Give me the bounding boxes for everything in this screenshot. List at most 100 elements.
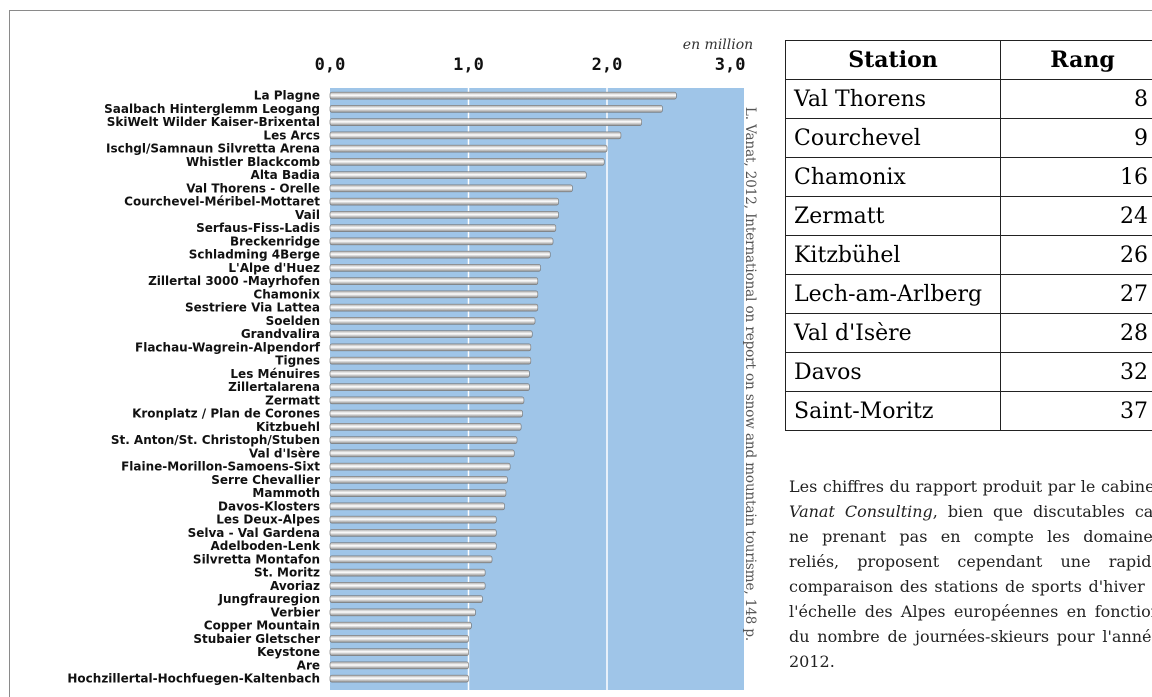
caption-firm-name: Vanat Consulting — [789, 502, 933, 521]
bar — [329, 370, 530, 378]
category-label: L'Alpe d'Huez — [228, 261, 320, 275]
category-label: Alta Badia — [251, 168, 320, 182]
bar — [329, 277, 539, 285]
category-label: Silvretta Montafon — [193, 552, 320, 566]
bar — [329, 582, 486, 590]
category-label: St. Moritz — [254, 566, 320, 580]
bar — [329, 449, 515, 458]
category-label: Keystone — [257, 645, 320, 659]
category-label: Courchevel-Méribel-Mottaret — [124, 195, 320, 209]
category-label: Les Deux-Alpes — [216, 513, 320, 527]
ski-station-bar-chart: en million 0,0 1,0 2,0 3,0 La PlagneSaalbac… — [67, 37, 753, 690]
category-label: Schladming 4Berge — [189, 248, 320, 262]
station-cell: Zermatt — [785, 196, 1001, 236]
rank-cell: 8 — [1000, 79, 1152, 119]
category-label: Ischgl/Samnaun Silvretta Arena — [106, 142, 320, 156]
category-label: La Plagne — [254, 89, 320, 103]
station-cell: Davos — [785, 352, 1001, 392]
table-row: Kitzbühel 26 — [785, 235, 1152, 275]
bar — [329, 356, 532, 365]
bar — [329, 184, 573, 193]
category-label: Zillertalarena — [228, 380, 320, 394]
bar — [329, 144, 608, 153]
table-row: Val Thorens 8 — [785, 79, 1152, 119]
bar — [329, 542, 497, 550]
category-label: Breckenridge — [230, 234, 320, 248]
caption-text-start: Les chiffres du rapport produit par le c… — [789, 477, 1152, 496]
station-cell: Val d'Isère — [785, 313, 1001, 353]
rank-cell: 24 — [1000, 196, 1152, 236]
category-label: Tignes — [275, 354, 320, 368]
bar — [329, 555, 493, 564]
bar — [329, 197, 559, 206]
station-rank-table: Station Rang Val Thorens 8 Courchevel 9 Ch… — [785, 40, 1152, 431]
category-label: Saalbach Hinterglemm Leogang — [104, 102, 320, 116]
bar — [329, 303, 539, 312]
bar — [329, 608, 476, 617]
bar — [329, 250, 551, 259]
bar — [329, 343, 532, 352]
category-label: Whistler Blackcomb — [186, 155, 320, 169]
bar — [329, 502, 505, 511]
station-cell: Courchevel — [785, 118, 1001, 158]
category-label: Flachau-Wagrein-Alpendorf — [135, 340, 321, 354]
category-label: SkiWelt Wilder Kaiser-Brixental — [107, 115, 320, 129]
bar — [329, 621, 472, 630]
category-label: Vail — [295, 208, 320, 222]
bar — [329, 648, 469, 656]
source-credit: L. Vanat, 2012, International on report … — [735, 62, 765, 687]
table-row: Courchevel 9 — [785, 118, 1152, 158]
bar — [329, 317, 536, 325]
station-cell: Val Thorens — [785, 79, 1001, 119]
category-label: Verbier — [271, 605, 321, 619]
category-label: Zillertal 3000 -Mayrhofen — [148, 274, 320, 288]
bar — [329, 290, 539, 299]
bar — [329, 529, 497, 537]
header-rank: Rang — [1000, 40, 1152, 80]
category-label: Val Thorens - Orelle — [186, 181, 320, 195]
bar — [329, 383, 530, 391]
bar — [329, 224, 557, 232]
bar — [329, 131, 622, 140]
x-tick-label: 3,0 — [715, 55, 746, 75]
category-label: Avoriaz — [270, 579, 320, 593]
category-label: Hochzillertal-Hochfuegen-Kaltenbach — [67, 672, 320, 686]
table-row: Val d'Isère 28 — [785, 313, 1152, 353]
bar — [329, 515, 497, 524]
category-label: Val d'Isère — [249, 446, 320, 460]
bar — [329, 237, 554, 246]
category-label: Mammoth — [252, 486, 320, 500]
rank-cell: 37 — [1000, 391, 1152, 431]
category-label: Grandvalira — [241, 327, 320, 341]
figure-frame — [9, 10, 1152, 697]
station-cell: Kitzbühel — [785, 235, 1001, 275]
category-label: Serre Chevallier — [211, 473, 320, 487]
rank-cell: 9 — [1000, 118, 1152, 158]
category-label: Chamonix — [253, 287, 320, 301]
bar — [329, 661, 469, 670]
bar — [329, 595, 483, 603]
bar — [329, 409, 523, 418]
category-label: Are — [297, 658, 320, 672]
table-row: Saint-Moritz 37 — [785, 391, 1152, 431]
bar — [329, 462, 511, 471]
bar — [329, 118, 642, 126]
bar — [329, 91, 677, 100]
category-label: Davos-Klosters — [218, 499, 320, 513]
bar — [329, 635, 469, 643]
category-label: St. Anton/St. Christoph/Stuben — [111, 433, 320, 447]
table-row: Zermatt 24 — [785, 196, 1152, 236]
x-tick-label: 1,0 — [453, 55, 484, 75]
station-cell: Lech-am-Arlberg — [785, 274, 1001, 314]
header-station: Station — [785, 40, 1001, 80]
station-cell: Saint-Moritz — [785, 391, 1001, 431]
bar — [329, 158, 605, 166]
category-label: Sestriere Via Lattea — [185, 301, 320, 315]
bar — [329, 674, 469, 683]
caption-text-end: , bien que discutables car ne prenant pa… — [789, 502, 1152, 671]
category-label: Copper Mountain — [204, 619, 320, 633]
bar — [329, 171, 587, 179]
category-label: Serfaus-Fiss-Ladis — [196, 221, 320, 235]
rank-cell: 27 — [1000, 274, 1152, 314]
bar — [329, 396, 525, 405]
